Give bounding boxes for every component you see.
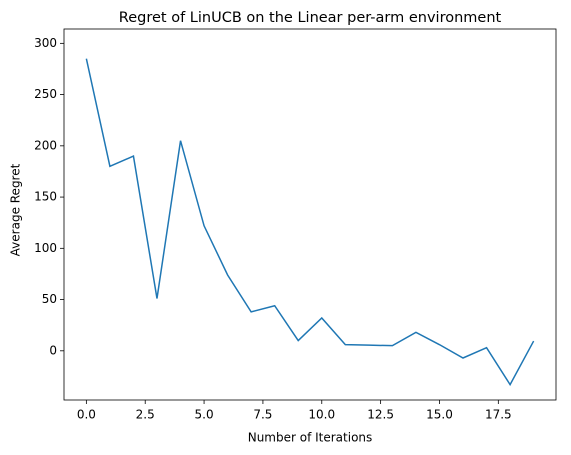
y-tick-label: 250 (34, 87, 57, 101)
x-tick-label: 7.5 (253, 408, 272, 422)
y-tick-label: 50 (42, 292, 57, 306)
x-axis-label: Number of Iterations (248, 431, 373, 445)
chart-title: Regret of LinUCB on the Linear per-arm e… (119, 10, 502, 26)
y-tick-label: 100 (34, 241, 57, 255)
y-tick-label: 150 (34, 190, 57, 204)
axes-frame (63, 28, 557, 401)
x-tick-label: 5.0 (195, 408, 214, 422)
x-tick-label: 17.5 (485, 408, 512, 422)
x-tick-label: 12.5 (367, 408, 394, 422)
x-tick-label: 2.5 (136, 408, 155, 422)
y-tick-label: 300 (34, 36, 57, 50)
x-tick-label: 10.0 (308, 408, 335, 422)
series-line (85, 58, 535, 387)
y-tick-label: 0 (49, 343, 57, 357)
x-tick-label: 15.0 (426, 408, 453, 422)
y-tick-label: 200 (34, 138, 57, 152)
y-axis-label: Average Regret (9, 163, 23, 256)
x-tick-label: 0.0 (77, 408, 96, 422)
